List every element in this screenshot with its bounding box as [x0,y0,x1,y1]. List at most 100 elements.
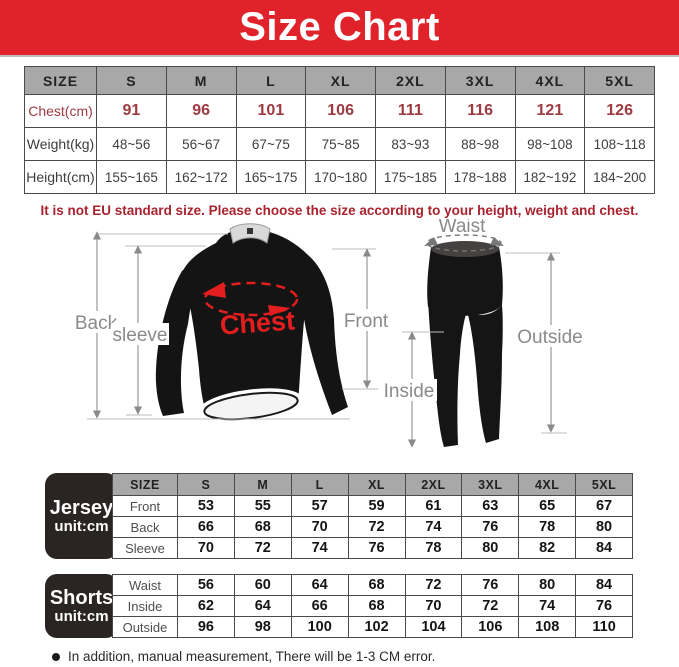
pants-figure [427,241,503,447]
shorts-table-section: Shorts unit:cm Waist 56 60 64 68 72 76 80 84 Insi… [45,574,679,638]
table-row-inside: Inside 62 64 66 68 70 72 74 76 [112,595,633,617]
value-cell: 102 [347,616,406,638]
value-cell: 68 [347,574,406,596]
value-cell: 64 [290,574,349,596]
value-cell: 80 [518,574,577,596]
chest-measure: Chest [202,281,299,341]
shorts-unit-label: Shorts unit:cm [45,574,118,638]
value-cell: 116 [444,94,516,128]
row-label: Weight(kg) [24,127,97,161]
value-cell: 70 [177,537,235,559]
value-cell: 88~98 [444,127,516,161]
outside-label: Outside [517,327,582,348]
value-cell: 72 [347,516,406,538]
row-label: Front [112,495,178,517]
value-cell: 108 [518,616,577,638]
value-cell: 155~165 [96,160,167,194]
value-cell: 60 [233,574,292,596]
value-cell: 78 [518,516,577,538]
value-cell: 84 [575,537,633,559]
waist-label: Waist [439,219,487,237]
jersey-table: SIZE S M L XL 2XL 3XL 4XL 5XL Front 53 55 57 59 61 63 65… [112,473,633,559]
value-cell: 80 [575,516,633,538]
value-cell: 74 [404,516,463,538]
column-header-size: SIZE [112,473,178,496]
value-cell: 76 [575,595,633,617]
value-cell: 66 [290,595,349,617]
row-label: Inside [112,595,178,617]
column-header-4xl: 4XL [518,473,577,496]
value-cell: 98 [233,616,292,638]
value-cell: 104 [404,616,463,638]
value-cell: 121 [514,94,586,128]
value-cell: 70 [290,516,349,538]
value-cell: 101 [235,94,307,128]
column-header-2xl: 2XL [404,473,463,496]
footer-note: In addition, manual measurement, There w… [52,649,679,664]
inside-label: Inside [384,381,435,402]
column-header-size: SIZE [24,66,97,95]
value-cell: 76 [347,537,406,559]
row-label: Waist [112,574,178,596]
value-cell: 67~75 [235,127,307,161]
column-header-3xl: 3XL [444,66,516,95]
value-cell: 165~175 [235,160,307,194]
value-cell: 126 [584,94,655,128]
row-label: Outside [112,616,178,638]
value-cell: 67 [575,495,633,517]
column-header-5xl: 5XL [584,66,655,95]
value-cell: 111 [375,94,446,128]
value-cell: 64 [233,595,292,617]
row-label: Height(cm) [24,160,97,194]
value-cell: 75~85 [305,127,376,161]
value-cell: 108~118 [584,127,655,161]
row-label: Chest(cm) [24,94,97,128]
value-cell: 182~192 [514,160,586,194]
value-cell: 106 [461,616,520,638]
table-row-weightkg: Weight(kg) 48~56 56~67 67~75 75~85 83~93 88~98… [24,127,655,161]
table-row-heightcm: Height(cm) 155~165 162~172 165~175 170~180 17… [24,160,655,194]
size-table: SIZE S M L XL 2XL 3XL 4XL 5XL Chest(cm) 91 96 101 106… [24,66,655,194]
jersey-unit: unit:cm [54,517,109,535]
back-label: Back [75,313,118,334]
column-header-4xl: 4XL [514,66,586,95]
column-header-xl: XL [305,66,376,95]
value-cell: 72 [404,574,463,596]
value-cell: 56~67 [165,127,237,161]
value-cell: 68 [233,516,292,538]
note-text: It is not EU standard size. Please choos… [40,203,639,218]
value-cell: 65 [518,495,577,517]
value-cell: 55 [233,495,292,517]
value-cell: 96 [165,94,237,128]
banner: Size Chart [0,0,679,57]
value-cell: 106 [305,94,376,128]
value-cell: 178~188 [444,160,516,194]
column-header-s: S [96,66,167,95]
value-cell: 72 [233,537,292,559]
pants-measure-lines: Outside Inside [383,252,584,448]
waist-measure: Waist [424,219,504,252]
column-header-5xl: 5XL [575,473,633,496]
value-cell: 83~93 [375,127,446,161]
front-label: Front [344,311,389,332]
table-row-outside: Outside 96 98 100 102 104 106 108 110 [112,616,633,638]
jersey-figure [155,223,348,424]
column-header-l: L [235,66,307,95]
value-cell: 82 [518,537,577,559]
shorts-unit: unit:cm [54,607,109,625]
value-cell: 74 [518,595,577,617]
value-cell: 57 [290,495,349,517]
column-header-m: M [165,66,237,95]
value-cell: 61 [404,495,463,517]
row-label: Sleeve [112,537,178,559]
value-cell: 84 [575,574,633,596]
value-cell: 63 [461,495,520,517]
table-row-waist: Waist 56 60 64 68 72 76 80 84 [112,574,633,596]
value-cell: 78 [404,537,463,559]
column-header-2xl: 2XL [375,66,446,95]
jersey-label: Jersey [49,496,114,519]
table-row-back: Back 66 68 70 72 74 76 78 80 [112,516,633,538]
value-cell: 59 [347,495,406,517]
jersey-measure-lines: Back sleeve Front [72,231,392,420]
